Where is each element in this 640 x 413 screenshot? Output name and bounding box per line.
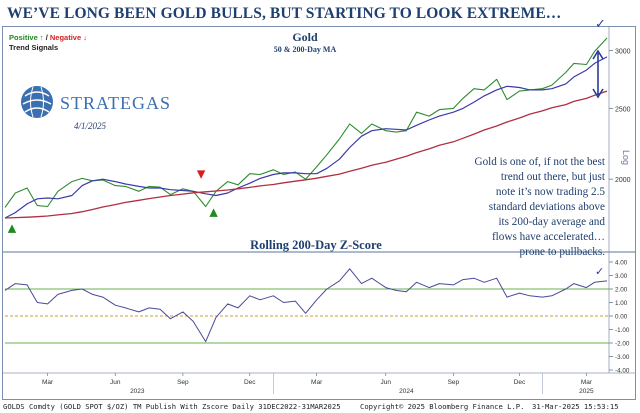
annotation: Gold is one of, if not the best trend ou…: [474, 156, 605, 258]
annotation-line: trend out there, but just: [501, 171, 606, 183]
banner: WE’VE LONG BEEN GOLD BULLS, BUT STARTING…: [0, 0, 640, 26]
annotation-line: standard deviations above: [489, 201, 605, 213]
price-tick-label: 2500: [615, 106, 631, 113]
price-chart-title: Gold: [292, 30, 318, 44]
footer: GOLDS Comdty (GOLD SPOT $/OZ) TM Publish…: [0, 401, 640, 413]
annotation-line: note it’s now trading 2.5: [496, 186, 605, 198]
extension-arrow: [592, 49, 604, 99]
chart-canvas: Gold 50 & 200-Day MA Positive ↑ / Negati…: [3, 17, 636, 395]
x-year-label: 2024: [399, 388, 414, 395]
banner-title: WE’VE LONG BEEN GOLD BULLS, BUT STARTING…: [7, 5, 562, 22]
zscore-tick-label: -3.00: [615, 354, 630, 361]
zscore-reference-lines: [5, 288, 609, 344]
zscore-line: [4, 268, 608, 343]
x-tick-label: Dec: [514, 379, 526, 386]
zscore-check-icon: ✓: [595, 265, 604, 278]
x-tick-label: Jun: [110, 379, 121, 386]
series-layer: [4, 37, 608, 343]
signal-layer: ▲ ▼ ▲ ✓ ✓: [8, 17, 606, 278]
footer-source: GOLDS Comdty (GOLD SPOT $/OZ) TM Publish…: [3, 402, 341, 411]
arrow-down-icon: [592, 88, 604, 99]
ma200-line: [4, 90, 608, 219]
zscore-tick-label: 3.00: [615, 273, 628, 280]
legend-separator: /: [44, 33, 50, 42]
zscore-tick-label: 0.00: [615, 314, 628, 321]
legend-positive: Positive ↑: [9, 33, 44, 42]
x-tick-label: Mar: [581, 379, 593, 386]
footer-timestamp: 31-Mar-2025 15:53:15: [532, 402, 619, 411]
price-tick-label: 2000: [615, 177, 631, 184]
x-tick-label: Sep: [177, 379, 189, 386]
zscore-panel: [3, 255, 609, 373]
zscore-axis-ticks: 4.00 3.00 2.00 1.00 0.00 -1.00 -2.00 -3.00 -4.00: [609, 260, 630, 375]
zscore-tick-label: -2.00: [615, 341, 630, 348]
arrow-up-icon: [592, 49, 604, 60]
ma50-line: [4, 56, 608, 219]
strategas-logo: STRATEGAS 4/1/2025: [21, 86, 171, 131]
signal-check-icon: ✓: [595, 17, 606, 32]
price-axis-ticks: 2000 2500 3000: [609, 48, 631, 184]
x-tick-label: Sep: [448, 379, 460, 386]
x-tick-label: Mar: [311, 379, 323, 386]
legend-trend-signals: Trend Signals: [9, 43, 58, 52]
signal-positive-icon: ▲: [8, 221, 17, 234]
chart-frame: [2, 26, 636, 400]
zscore-tick-label: -4.00: [615, 368, 630, 375]
signal-negative-icon: ▼: [197, 167, 206, 180]
zscore-tick-label: 2.00: [615, 287, 628, 294]
x-year-label: 2025: [579, 388, 594, 395]
annotation-line: prone to pullbacks.: [520, 246, 606, 258]
price-tick-label: 3000: [615, 48, 631, 55]
annotation-line: its 200-day average and: [498, 216, 605, 228]
x-year-label: 2023: [130, 388, 145, 395]
price-axis-label: Log: [621, 150, 631, 165]
x-tick-label: Jun: [381, 379, 392, 386]
annotation-line: flows have accelerated…: [492, 231, 605, 243]
zscore-tick-label: 4.00: [615, 260, 628, 267]
x-tick-label: Dec: [244, 379, 256, 386]
price-chart-subtitle: 50 & 200-Day MA: [274, 45, 337, 54]
zscore-chart-title: Rolling 200-Day Z-Score: [250, 238, 382, 252]
footer-copyright: Copyright© 2025 Bloomberg Finance L.P.: [360, 402, 525, 411]
signal-positive-icon: ▲: [209, 205, 218, 218]
zscore-tick-label: 1.00: [615, 300, 628, 307]
x-tick-label: Mar: [42, 379, 54, 386]
zscore-tick-label: -1.00: [615, 327, 630, 334]
logo-name: STRATEGAS: [60, 93, 171, 113]
logo-date: 4/1/2025: [74, 121, 107, 131]
price-panel: [3, 27, 609, 251]
x-axis-ticks: Mar Jun Sep Dec Mar Jun Sep Dec Mar 2023 2024 2025: [42, 373, 594, 395]
legend-negative: Negative ↓: [50, 33, 87, 42]
legend-signal-keys: Positive ↑ / Negative ↓: [9, 33, 87, 42]
annotation-line: Gold is one of, if not the best: [474, 156, 605, 168]
